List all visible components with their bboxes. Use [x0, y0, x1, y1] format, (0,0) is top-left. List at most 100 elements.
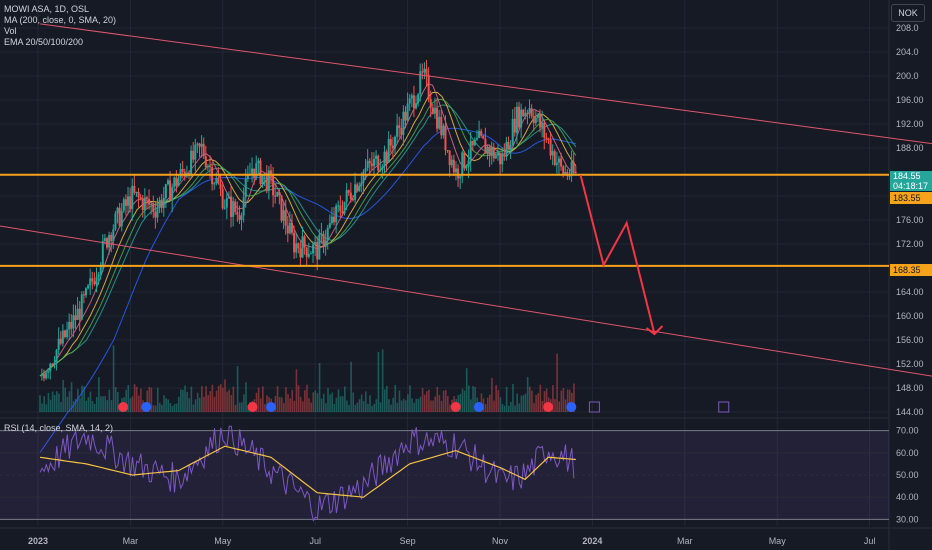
rsi-tick-label: 60.00 — [896, 448, 919, 458]
volume-bar — [58, 393, 60, 412]
volume-bar — [211, 384, 214, 412]
candle-body — [120, 210, 123, 227]
volume-bar — [503, 405, 506, 412]
volume-bar — [318, 362, 321, 412]
candle-body — [364, 168, 367, 172]
volume-bar — [369, 395, 371, 412]
candle-body — [551, 151, 554, 156]
ema-line — [39, 82, 577, 377]
volume-bar — [39, 395, 41, 412]
candle-body — [114, 213, 117, 230]
volume-bar — [528, 386, 531, 412]
legend-ma: MA (200, close, 0, SMA, 20) — [4, 15, 117, 25]
volume-bar — [316, 393, 319, 412]
candle-body — [76, 308, 79, 320]
candle-body — [446, 150, 449, 152]
candle-body — [59, 338, 62, 344]
volume-bar — [413, 402, 415, 412]
candle-body — [219, 183, 222, 189]
candle-body — [272, 174, 275, 196]
candle-body — [282, 210, 285, 221]
candle-body — [148, 198, 151, 205]
legend-ema: EMA 20/50/100/200 — [4, 37, 84, 47]
candle-body — [95, 277, 98, 285]
volume-bar — [238, 402, 241, 412]
candle-body — [209, 166, 212, 168]
volume-bar — [320, 398, 323, 412]
currency-button[interactable]: NOK — [891, 4, 925, 22]
candle-body — [181, 169, 184, 172]
candle-body — [513, 118, 516, 133]
volume-bar — [161, 404, 163, 412]
volume-bar — [348, 404, 350, 412]
candle-body — [127, 196, 130, 206]
candle-body — [383, 151, 386, 167]
candle-body — [215, 178, 218, 184]
candle-body — [145, 197, 148, 199]
volume-bar — [148, 386, 151, 412]
volume-bar — [362, 401, 365, 412]
volume-bar — [367, 403, 369, 412]
volume-bar — [184, 385, 186, 412]
candle-body — [274, 195, 277, 197]
candle-body — [324, 240, 327, 248]
candle-body — [461, 152, 464, 177]
volume-bar — [531, 390, 533, 412]
candle-body — [101, 240, 104, 266]
x-tick-label: Jul — [864, 536, 876, 546]
volume-bar — [470, 399, 472, 412]
candle-body — [169, 180, 172, 201]
volume-bar — [175, 403, 178, 412]
candle-body — [246, 174, 249, 179]
y-tick-label: 164.00 — [896, 287, 924, 297]
rsi-legend: RSI (14, close, SMA, 14, 2) — [4, 423, 114, 433]
volume-bar — [354, 404, 357, 412]
candle-body — [133, 185, 136, 193]
x-tick-label: Sep — [400, 536, 416, 546]
candle-body — [230, 196, 233, 217]
volume-bar — [514, 405, 516, 412]
candle-body — [526, 112, 529, 114]
volume-bar — [350, 361, 352, 412]
candle-body — [286, 225, 289, 234]
volume-bar — [156, 387, 159, 412]
volume-bar — [434, 396, 436, 412]
y-tick-label: 188.00 — [896, 143, 924, 153]
volume-bar — [310, 402, 312, 412]
y-tick-label: 144.00 — [896, 407, 924, 417]
candle-body — [53, 363, 56, 365]
volume-bar — [133, 384, 136, 412]
candle-body — [223, 207, 226, 209]
candle-body — [240, 215, 243, 220]
volume-bar — [108, 389, 111, 412]
candle-body — [284, 210, 287, 226]
volume-bar — [507, 405, 510, 412]
channel-lower-line — [0, 225, 932, 377]
y-tick-label: 192.00 — [896, 119, 924, 129]
volume-bar — [306, 384, 308, 412]
candle-body — [509, 145, 512, 150]
y-tick-label: 200.0 — [896, 71, 919, 81]
volume-bar — [484, 403, 487, 412]
volume-bar — [114, 387, 117, 412]
candle-body — [80, 294, 83, 320]
candle-body — [301, 236, 304, 258]
candle-body — [417, 94, 420, 104]
volume-bar — [331, 392, 333, 412]
x-tick-label: Mar — [123, 536, 139, 546]
candle-body — [66, 329, 69, 338]
volume-bar — [442, 390, 445, 412]
candle-body — [51, 363, 54, 365]
candle-body — [118, 207, 121, 227]
volume-bar — [562, 388, 565, 412]
rsi-tick-label: 70.00 — [896, 426, 919, 436]
candle-body — [518, 106, 521, 128]
candle-body — [156, 207, 159, 218]
candle-body — [200, 143, 203, 147]
bar-countdown: 04:18:17 — [893, 181, 929, 191]
rsi-tick-label: 40.00 — [896, 492, 919, 502]
candle-body — [225, 198, 228, 208]
candle-body — [293, 232, 296, 253]
volume-bar — [430, 400, 432, 412]
